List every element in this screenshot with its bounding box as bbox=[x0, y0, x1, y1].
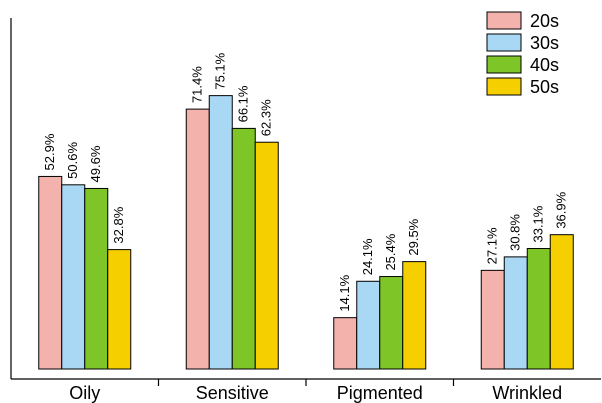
data-label-sensitive-40s: 66.1% bbox=[236, 85, 251, 122]
bar-pigmented-40s bbox=[379, 276, 404, 370]
bar-sensitive-40s bbox=[231, 127, 256, 370]
data-label-pigmented-50s: 29.5% bbox=[406, 218, 421, 255]
x-tick-label-oily: Oily bbox=[69, 383, 100, 403]
bar-oily-30s bbox=[61, 184, 86, 370]
legend-label-20s: 20s bbox=[530, 11, 559, 31]
legend-swatch-40s bbox=[486, 55, 522, 74]
legend-label-40s: 40s bbox=[530, 55, 559, 75]
bar-pigmented-20s bbox=[333, 317, 358, 370]
bar-pigmented-30s bbox=[356, 280, 381, 370]
data-label-oily-20s: 52.9% bbox=[42, 133, 57, 170]
bar-sensitive-20s bbox=[185, 108, 210, 370]
legend-swatch-30s bbox=[486, 33, 522, 52]
bar-wrinkled-50s bbox=[549, 234, 574, 370]
axes bbox=[10, 18, 601, 386]
x-tick-label-wrinkled: Wrinkled bbox=[492, 383, 562, 403]
data-label-wrinkled-30s: 30.8% bbox=[508, 214, 523, 251]
bar-sensitive-50s bbox=[254, 141, 279, 370]
legend-swatch-20s bbox=[486, 11, 522, 30]
bar-sensitive-30s bbox=[208, 95, 233, 370]
data-label-wrinkled-50s: 36.9% bbox=[554, 191, 569, 228]
data-label-wrinkled-40s: 33.1% bbox=[531, 205, 546, 242]
data-label-pigmented-40s: 25.4% bbox=[383, 233, 398, 270]
data-label-sensitive-30s: 75.1% bbox=[213, 52, 228, 89]
bar-oily-50s bbox=[107, 249, 132, 370]
data-label-sensitive-50s: 62.3% bbox=[259, 99, 274, 136]
data-label-sensitive-20s: 71.4% bbox=[190, 66, 205, 103]
legend-label-30s: 30s bbox=[530, 33, 559, 53]
bars-group bbox=[38, 95, 574, 370]
data-label-pigmented-20s: 14.1% bbox=[337, 274, 352, 311]
bar-wrinkled-20s bbox=[480, 269, 505, 370]
data-labels-group: 52.9% 50.6% 49.6% 32.8% 71.4% 75.1% 66.1% 62.3%… bbox=[42, 52, 569, 311]
data-label-pigmented-30s: 24.1% bbox=[360, 238, 375, 275]
legend-swatch-50s bbox=[486, 77, 522, 96]
bar-pigmented-50s bbox=[402, 261, 427, 370]
bar-oily-40s bbox=[84, 187, 109, 370]
data-label-oily-30s: 50.6% bbox=[65, 142, 80, 179]
x-tick-label-sensitive: Sensitive bbox=[196, 383, 269, 403]
bar-wrinkled-30s bbox=[503, 256, 528, 370]
x-tick-label-pigmented: Pigmented bbox=[337, 383, 423, 403]
legend-label-50s: 50s bbox=[530, 77, 559, 97]
x-tick-labels: Oily Sensitive Pigmented Wrinkled bbox=[69, 383, 562, 403]
bar-wrinkled-40s bbox=[526, 248, 551, 370]
data-label-oily-40s: 49.6% bbox=[88, 145, 103, 182]
data-label-wrinkled-20s: 27.1% bbox=[485, 227, 500, 264]
bar-oily-20s bbox=[38, 175, 63, 370]
data-label-oily-50s: 32.8% bbox=[111, 206, 126, 243]
